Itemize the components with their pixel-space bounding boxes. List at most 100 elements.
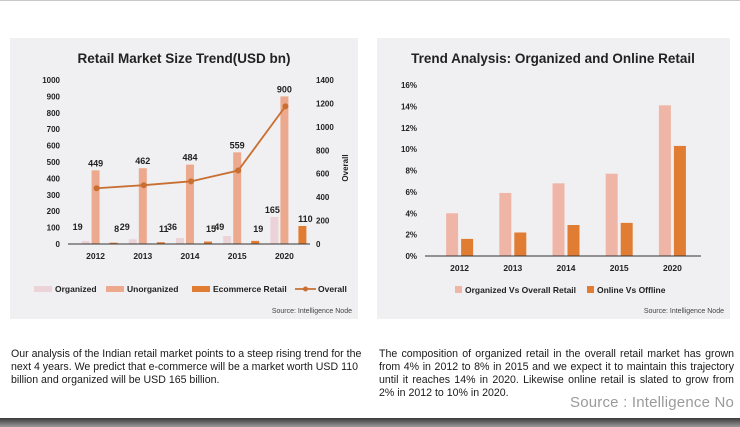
x-axis-label: 2015 bbox=[610, 263, 629, 273]
organized-bar bbox=[176, 238, 184, 244]
legend-unorganized-swatch bbox=[106, 286, 124, 292]
right-axis-tick: 600 bbox=[316, 170, 330, 179]
organized-data-label: 49 bbox=[214, 222, 224, 232]
organized-share-bar bbox=[446, 213, 459, 256]
legend-online-share-swatch bbox=[587, 286, 594, 293]
left-axis-tick: 1000 bbox=[42, 76, 60, 85]
market-size-chart: Retail Market Size Trend(USD bn) 0 100 200 3… bbox=[34, 51, 352, 315]
legend-ecommerce-swatch bbox=[192, 286, 210, 292]
right-axis-tick: 1200 bbox=[316, 99, 334, 108]
ecommerce-bar bbox=[156, 242, 165, 244]
ecommerce-bar bbox=[109, 242, 118, 244]
organized-data-label: 165 bbox=[265, 205, 280, 215]
unorganized-data-label: 900 bbox=[277, 84, 292, 94]
trend-analysis-chart: Trend Analysis: Organized and Online Ret… bbox=[401, 51, 724, 315]
top-border bbox=[0, 0, 740, 1]
unorganized-bar bbox=[138, 168, 147, 244]
x-axis-label: 2014 bbox=[557, 263, 576, 273]
unorganized-data-label: 559 bbox=[230, 140, 245, 150]
y-axis-tick: 0% bbox=[405, 252, 417, 261]
x-axis-label: 2013 bbox=[133, 251, 152, 261]
overall-point bbox=[235, 167, 242, 174]
x-axis-label: 2020 bbox=[275, 251, 294, 261]
x-axis-label: 2015 bbox=[228, 251, 247, 261]
legend-organized-share-swatch bbox=[455, 286, 462, 293]
legend-organized-swatch bbox=[34, 286, 52, 292]
unorganized-bar bbox=[280, 96, 289, 245]
ecommerce-data-label: 15 bbox=[206, 224, 216, 234]
x-axis-label: 2014 bbox=[181, 251, 200, 261]
unorganized-data-label: 484 bbox=[182, 153, 197, 163]
organized-data-label: 36 bbox=[167, 222, 177, 232]
organized-bar bbox=[128, 239, 137, 244]
online-share-bar bbox=[620, 222, 633, 256]
market-analysis-paragraph: Our analysis of the Indian retail market… bbox=[11, 348, 362, 386]
y-axis-tick: 8% bbox=[405, 167, 417, 176]
ecommerce-bar bbox=[204, 241, 212, 244]
y-axis-tick: 12% bbox=[401, 124, 417, 133]
unorganized-bar bbox=[91, 170, 100, 244]
left-axis-tick: 0 bbox=[56, 240, 61, 249]
trend-analysis-chart-panel: Trend Analysis: Organized and Online Ret… bbox=[377, 38, 730, 319]
unorganized-bar bbox=[233, 152, 242, 244]
market-size-chart-panel: Retail Market Size Trend(USD bn) 0 100 200 3… bbox=[10, 38, 358, 319]
online-share-bar bbox=[673, 145, 686, 256]
left-axis-tick: 800 bbox=[47, 109, 61, 118]
chart-title: Retail Market Size Trend(USD bn) bbox=[77, 51, 290, 66]
chart-source: Source: Intelligence Node bbox=[272, 308, 352, 315]
source-caption: Source : Intelligence No bbox=[570, 394, 735, 411]
right-axis-tick: 1400 bbox=[316, 76, 334, 85]
legend-organized-label: Organized bbox=[55, 284, 97, 294]
overall-point bbox=[93, 185, 100, 192]
y-axis-tick: 16% bbox=[401, 81, 417, 90]
online-share-bar bbox=[461, 238, 474, 256]
x-axis-label: 2012 bbox=[86, 251, 105, 261]
legend-ecommerce-label: Ecommerce Retail bbox=[213, 284, 287, 294]
y-axis-tick: 10% bbox=[401, 145, 417, 154]
chart-source: Source: Intelligence Node bbox=[644, 308, 724, 315]
left-axis-tick: 900 bbox=[47, 92, 61, 101]
x-axis-label: 2020 bbox=[663, 263, 682, 273]
organized-bar bbox=[270, 216, 279, 244]
organized-share-bar bbox=[552, 183, 565, 256]
organized-data-label: 19 bbox=[73, 222, 83, 232]
right-axis-tick: 400 bbox=[316, 193, 330, 202]
unorganized-data-label: 462 bbox=[135, 156, 150, 166]
y-axis-tick: 4% bbox=[405, 209, 417, 218]
online-share-bar bbox=[567, 225, 580, 256]
y-axis-tick: 6% bbox=[405, 188, 417, 197]
bottom-border bbox=[0, 418, 740, 427]
ecommerce-bar bbox=[251, 240, 260, 244]
left-axis-tick: 500 bbox=[47, 158, 61, 167]
overall-point bbox=[282, 103, 289, 110]
left-axis-tick: 700 bbox=[47, 125, 61, 134]
organized-share-bar bbox=[658, 105, 671, 257]
left-axis-tick: 400 bbox=[47, 174, 61, 183]
organized-bar bbox=[81, 240, 90, 244]
overall-point bbox=[140, 182, 147, 189]
ecommerce-data-label: 8 bbox=[114, 224, 119, 234]
right-axis-tick: 800 bbox=[316, 146, 330, 155]
organized-bar bbox=[223, 235, 232, 244]
ecommerce-data-label: 19 bbox=[253, 224, 263, 234]
ecommerce-data-label: 110 bbox=[298, 214, 313, 224]
right-axis-label: Overall bbox=[341, 154, 350, 181]
left-axis-tick: 300 bbox=[47, 191, 61, 200]
organized-data-label: 29 bbox=[120, 222, 130, 232]
organized-share-bar bbox=[605, 173, 618, 256]
chart-title: Trend Analysis: Organized and Online Ret… bbox=[411, 51, 695, 66]
overall-point bbox=[188, 178, 194, 185]
y-axis-tick: 14% bbox=[401, 102, 417, 111]
trend-analysis-paragraph: The composition of organized retail in t… bbox=[379, 348, 734, 399]
legend-unorganized-label: Unorganized bbox=[127, 284, 178, 294]
ecommerce-bar bbox=[298, 225, 307, 244]
legend-organized-share-label: Organized Vs Overall Retail bbox=[465, 285, 576, 295]
left-axis-tick: 100 bbox=[47, 224, 61, 233]
left-axis-tick: 600 bbox=[47, 142, 61, 151]
unorganized-bar bbox=[186, 164, 194, 244]
online-share-bar bbox=[514, 232, 527, 256]
unorganized-data-label: 449 bbox=[88, 158, 103, 168]
right-axis-tick: 0 bbox=[316, 240, 321, 249]
ecommerce-data-label: 11 bbox=[159, 224, 169, 234]
organized-share-bar bbox=[499, 192, 512, 256]
